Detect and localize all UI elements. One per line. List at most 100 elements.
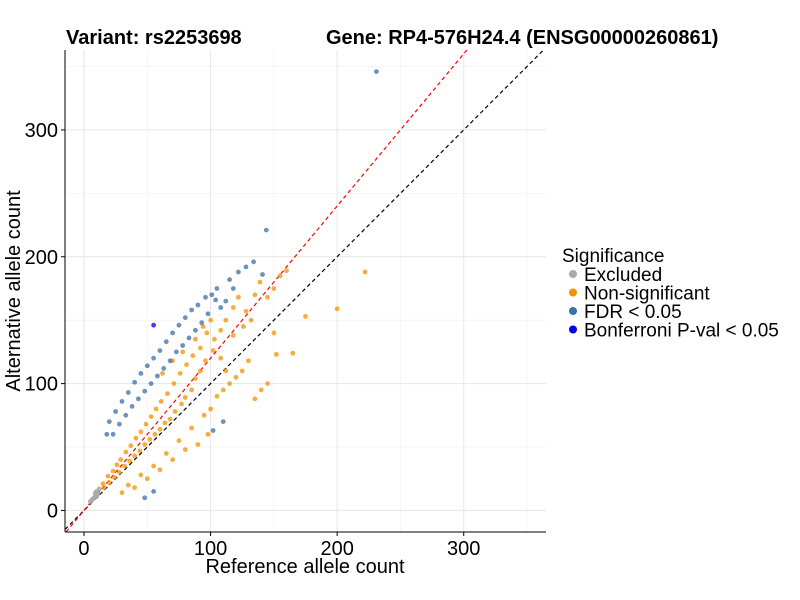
data-point-non-significant	[212, 336, 217, 342]
data-point-non-significant	[157, 426, 163, 432]
data-point-non-significant	[239, 368, 245, 374]
data-point-fdr-0-05	[129, 404, 135, 409]
data-point-non-significant	[274, 352, 279, 357]
y-tick-label: 300	[25, 120, 58, 142]
data-point-non-significant	[193, 376, 198, 381]
data-point-fdr-0-05	[209, 292, 215, 298]
data-point-excluded	[96, 486, 102, 492]
variant-title: Variant: rs2253698	[66, 27, 242, 49]
data-point-non-significant	[119, 490, 125, 496]
data-point-non-significant	[223, 368, 229, 374]
data-point-non-significant	[180, 349, 186, 355]
data-point-non-significant	[162, 420, 168, 426]
data-point-non-significant	[203, 358, 208, 364]
data-point-excluded	[93, 490, 98, 496]
data-point-excluded	[94, 494, 99, 499]
x-tick-label: 200	[320, 538, 353, 560]
data-point-fdr-0-05	[174, 349, 179, 355]
data-point-non-significant	[127, 458, 132, 464]
data-point-non-significant	[171, 381, 177, 386]
data-point-non-significant	[137, 448, 143, 454]
data-point-non-significant	[117, 470, 122, 475]
data-point-non-significant	[233, 374, 239, 380]
data-point-non-significant	[189, 387, 195, 393]
data-point-non-significant	[165, 391, 170, 397]
fitted-line	[65, 49, 468, 533]
data-point-non-significant	[258, 387, 264, 393]
data-point-non-significant	[201, 412, 207, 418]
data-point-fdr-0-05	[104, 431, 110, 437]
data-point-fdr-0-05	[155, 373, 160, 379]
data-point-non-significant	[220, 387, 226, 393]
data-point-non-significant	[176, 438, 182, 444]
data-point-fdr-0-05	[138, 371, 144, 376]
data-point-non-significant	[205, 431, 211, 437]
data-point-non-significant	[142, 442, 148, 447]
identity-line	[64, 49, 544, 530]
data-point-non-significant	[334, 306, 340, 312]
data-point-non-significant	[152, 431, 158, 437]
legend-label: Bonferroni P-val < 0.05	[584, 321, 779, 342]
gene-title: Gene: RP4-576H24.4 (ENSG00000260861)	[326, 27, 718, 49]
x-axis-ticks: 0 100 200 300	[78, 532, 480, 560]
data-point-fdr-0-05	[193, 327, 198, 333]
data-point-non-significant	[218, 355, 224, 361]
data-point-non-significant	[172, 409, 178, 414]
data-point-fdr-0-05	[214, 286, 220, 291]
data-point-fdr-0-05	[182, 315, 188, 320]
data-point-non-significant	[148, 414, 154, 419]
data-point-fdr-0-05	[117, 421, 122, 427]
y-axis-ticks: 0 100 200 300	[25, 120, 65, 522]
data-point-non-significant	[195, 442, 201, 447]
data-point-fdr-0-05	[144, 363, 150, 369]
data-point-fdr-0-05	[203, 294, 208, 300]
data-point-non-significant	[110, 468, 116, 474]
data-point-fdr-0-05	[148, 381, 154, 386]
data-point-non-significant	[257, 279, 263, 285]
data-point-non-significant	[243, 308, 249, 314]
data-point-non-significant	[190, 353, 196, 359]
data-point-non-significant	[151, 463, 157, 469]
data-point-fdr-0-05	[251, 259, 256, 265]
data-point-fdr-0-05	[243, 264, 249, 270]
legend-swatch	[569, 307, 577, 315]
data-point-non-significant	[208, 317, 214, 323]
data-point-non-significant	[138, 429, 144, 435]
data-point-non-significant	[210, 348, 216, 353]
data-point-non-significant	[200, 324, 206, 329]
data-point-non-significant	[265, 294, 270, 300]
data-point-fdr-0-05	[157, 348, 163, 353]
legend-label: Non-significant	[584, 284, 710, 305]
data-point-fdr-0-05	[106, 419, 112, 424]
data-point-fdr-0-05	[167, 358, 173, 364]
data-point-non-significant	[236, 294, 241, 300]
data-point-non-significant	[246, 358, 251, 364]
data-point-fdr-0-05	[163, 339, 169, 345]
data-point-non-significant	[105, 473, 111, 479]
legend-swatch	[569, 288, 577, 297]
data-point-non-significant	[177, 371, 183, 376]
data-point-non-significant	[227, 381, 233, 386]
data-point-non-significant	[114, 462, 120, 468]
data-point-fdr-0-05	[180, 343, 186, 348]
data-point-non-significant	[230, 333, 236, 338]
data-point-fdr-0-05	[161, 366, 167, 371]
data-point-non-significant	[182, 395, 188, 400]
data-point-non-significant	[179, 401, 184, 407]
data-point-non-significant	[362, 269, 368, 275]
y-tick-label: 0	[47, 500, 58, 522]
data-point-non-significant	[153, 406, 159, 412]
data-point-non-significant	[189, 425, 195, 431]
data-point-non-significant	[277, 273, 283, 279]
data-point-non-significant	[163, 451, 169, 456]
data-point-fdr-0-05	[151, 489, 157, 494]
data-point-non-significant	[123, 449, 129, 455]
data-point-non-significant	[132, 485, 138, 490]
data-point-fdr-0-05	[142, 495, 148, 501]
data-point-fdr-0-05	[210, 428, 216, 433]
data-point-fdr-0-05	[260, 272, 265, 277]
data-point-non-significant	[303, 314, 308, 319]
legend-label: FDR < 0.05	[584, 302, 682, 323]
data-point-non-significant	[184, 362, 189, 367]
